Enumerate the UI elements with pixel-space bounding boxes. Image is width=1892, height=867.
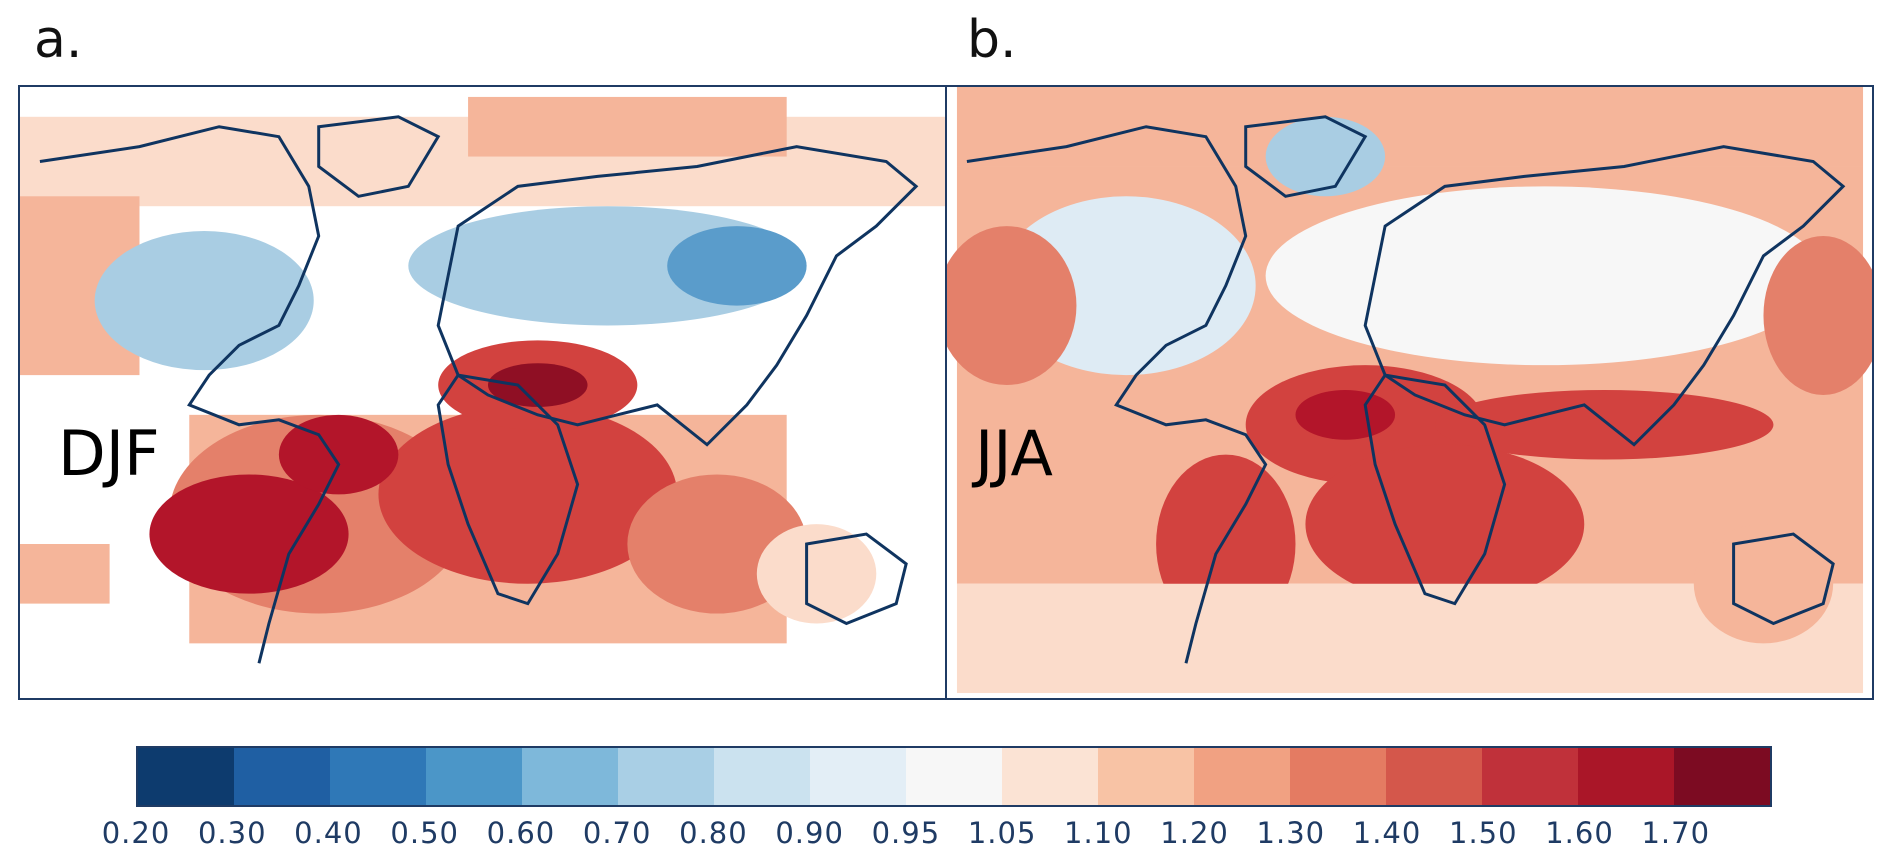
colorbar-swatch [618, 748, 714, 805]
colorbar-swatch [810, 748, 906, 805]
season-label-djf: DJF [58, 417, 160, 490]
colorbar-swatch [1290, 748, 1386, 805]
map-panel-jja: JJA [945, 85, 1874, 700]
colorbar-tick-label: 1.20 [1160, 816, 1229, 850]
colorbar-swatch [234, 748, 330, 805]
colorbar-swatch [426, 748, 522, 805]
map-panel-djf: DJF [18, 85, 947, 700]
djf-coastline [39, 115, 919, 664]
colorbar-tick-label: 0.70 [582, 816, 652, 850]
colorbar-swatch [906, 748, 1002, 805]
colorbar-tick-label: 0.90 [775, 816, 844, 850]
djf-map-field [20, 96, 945, 664]
colorbar-tick-label: 0.40 [294, 816, 363, 850]
colorbar-swatch [1578, 748, 1674, 805]
colorbar-tick-label: 0.80 [679, 816, 748, 850]
colorbar-tick-label: 1.70 [1641, 816, 1711, 850]
jja-coastline [966, 115, 1846, 664]
colorbar-swatch [330, 748, 426, 805]
colorbar [136, 746, 1772, 807]
colorbar-swatch [1002, 748, 1098, 805]
colorbar-tick-label: 1.30 [1256, 816, 1326, 850]
colorbar-tick-label: 0.20 [101, 816, 171, 850]
panel-a-letter: a. [34, 10, 83, 70]
colorbar-tick-label: 1.05 [967, 816, 1037, 850]
jja-map-field [947, 87, 1872, 694]
colorbar-swatch [714, 748, 810, 805]
colorbar-tick-label: 0.50 [390, 816, 459, 850]
panel-b-letter: b. [967, 10, 1017, 70]
season-label-jja: JJA [975, 417, 1053, 490]
colorbar-swatch [1482, 748, 1578, 805]
colorbar-tick-label: 1.40 [1352, 816, 1422, 850]
colorbar-swatch [1386, 748, 1482, 805]
colorbar-tick-label: 1.60 [1545, 816, 1614, 850]
colorbar-tick-label: 0.30 [197, 816, 267, 850]
colorbar-swatch [522, 748, 618, 805]
colorbar-swatch [1674, 748, 1770, 805]
colorbar-tick-label: 0.60 [486, 816, 556, 850]
colorbar-ticks: 0.20 0.30 0.40 0.50 0.60 0.70 0.80 0.90 0.95 1.05… [0, 816, 1892, 856]
colorbar-swatch [1194, 748, 1290, 805]
colorbar-swatch [1098, 748, 1194, 805]
colorbar-tick-label: 1.10 [1064, 816, 1133, 850]
colorbar-tick-label: 1.50 [1448, 816, 1518, 850]
colorbar-tick-label: 0.95 [871, 816, 941, 850]
colorbar-swatch [138, 748, 234, 805]
